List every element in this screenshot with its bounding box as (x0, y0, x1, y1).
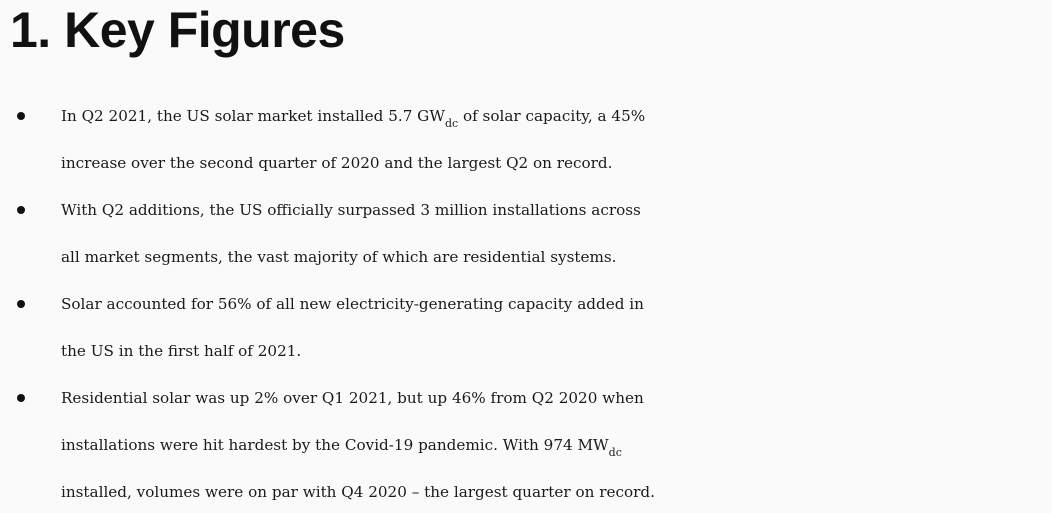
bullet-icon (17, 206, 25, 214)
bullet-text-line: all market segments, the vast majority o… (61, 248, 617, 266)
bullet-text-line: With Q2 additions, the US officially sur… (61, 201, 641, 219)
list-item: Solar accounted for 56% of all new elect… (0, 281, 1052, 375)
subscript-unit: dc (444, 117, 459, 130)
bullet-text-line: installations were hit hardest by the Co… (61, 436, 609, 454)
bullet-text-line: In Q2 2021, the US solar market installe… (61, 107, 445, 125)
bullet-text-line: of solar capacity, a 45% (458, 107, 646, 125)
subscript-unit: dc (608, 446, 622, 459)
bullet-text-line: the US in the first half of 2021. (61, 342, 302, 360)
bullet-text-line: Solar accounted for 56% of all new elect… (61, 295, 644, 313)
list-item: With Q2 additions, the US officially sur… (0, 187, 1052, 281)
bullet-icon (17, 300, 25, 308)
list-item: Residential solar was up 2% over Q1 2021… (0, 375, 1052, 513)
key-figures-list: In Q2 2021, the US solar market installe… (0, 93, 1052, 513)
bullet-text-line: increase over the second quarter of 2020… (61, 154, 613, 172)
bullet-icon (17, 112, 25, 120)
list-item: In Q2 2021, the US solar market installe… (0, 93, 1052, 187)
bullet-text-line: Residential solar was up 2% over Q1 2021… (61, 389, 644, 407)
section-heading: 1. Key Figures (10, 2, 345, 58)
bullet-icon (17, 394, 25, 402)
bullet-text-line: installed, volumes were on par with Q4 2… (61, 483, 655, 501)
